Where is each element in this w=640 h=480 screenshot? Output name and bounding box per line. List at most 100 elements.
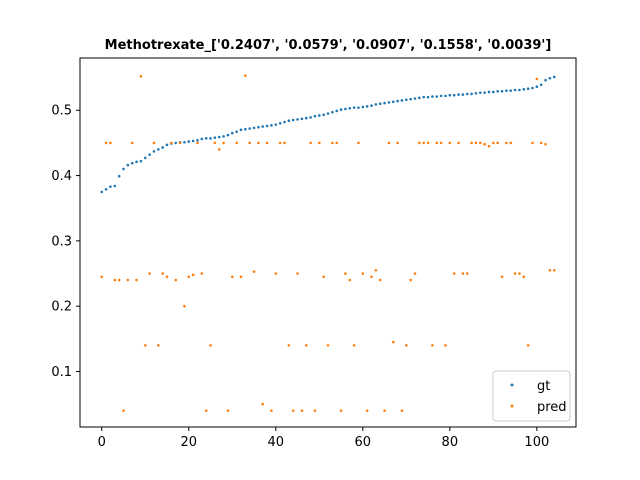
pred-point — [413, 272, 417, 275]
gt-point — [204, 137, 208, 140]
gt-point — [535, 85, 539, 89]
pred-point — [165, 275, 169, 279]
pred-point — [283, 141, 286, 145]
gt-point — [196, 138, 199, 142]
legend-box — [492, 370, 571, 422]
pred-point — [300, 409, 304, 412]
legend-label-pred: pred — [537, 400, 567, 415]
gt-point — [352, 106, 356, 109]
gt-point — [500, 90, 504, 93]
gt-point — [217, 135, 221, 139]
gt-point — [478, 91, 482, 94]
gt-point — [283, 120, 286, 124]
gt-point — [383, 101, 386, 105]
pred-point — [492, 141, 495, 145]
gt-point — [357, 106, 360, 109]
gt-point — [426, 95, 430, 99]
gt-point — [422, 95, 426, 99]
gt-point — [252, 126, 256, 130]
pred-point — [187, 275, 191, 279]
pred-point — [370, 275, 373, 279]
pred-point — [322, 275, 325, 279]
pred-point — [405, 344, 408, 347]
gt-point — [505, 89, 508, 92]
pred-point — [539, 141, 543, 145]
pred-point — [548, 268, 552, 272]
pred-point — [509, 141, 513, 145]
pred-point — [535, 77, 539, 81]
y-tick-label: 0.3 — [51, 234, 72, 249]
pred-point — [422, 141, 426, 145]
gt-point — [405, 98, 408, 102]
gt-point — [317, 114, 321, 117]
pred-point — [196, 141, 199, 145]
pred-point — [161, 272, 164, 275]
gt-point — [457, 93, 460, 96]
gt-point — [370, 104, 373, 107]
pred-point — [135, 278, 138, 282]
gt-point — [387, 101, 391, 104]
pred-point — [183, 304, 186, 308]
pred-point — [291, 409, 295, 412]
gt-point — [296, 118, 299, 121]
gt-point — [309, 116, 312, 119]
pred-point — [274, 272, 278, 275]
gt-point — [230, 131, 234, 135]
y-tick-label: 0.2 — [51, 300, 72, 315]
gt-point — [331, 110, 334, 114]
gt-point — [139, 159, 143, 163]
pred-point — [222, 141, 225, 145]
gt-point — [487, 90, 491, 94]
pred-point — [239, 275, 243, 279]
legend-marker-pred — [510, 404, 514, 408]
gt-point — [226, 133, 230, 137]
gt-point — [413, 97, 417, 100]
x-tick-label: 40 — [268, 435, 285, 450]
pred-point — [130, 141, 134, 145]
series-layer — [100, 74, 556, 412]
pred-point — [278, 141, 282, 145]
pred-point — [326, 344, 330, 347]
pred-point — [439, 141, 443, 145]
gt-point — [287, 119, 291, 122]
pred-point — [396, 141, 399, 145]
gt-point — [261, 125, 265, 128]
pred-point — [465, 272, 469, 275]
gt-point — [496, 90, 499, 93]
gt-point — [322, 113, 325, 117]
x-tick-label: 80 — [442, 435, 459, 450]
pred-point — [317, 141, 321, 145]
gt-point — [304, 116, 308, 120]
gt-point — [100, 190, 104, 194]
pred-point — [365, 409, 369, 412]
pred-point — [117, 278, 121, 282]
gt-point — [344, 107, 347, 111]
pred-point — [452, 272, 456, 275]
pred-point — [265, 141, 269, 145]
pred-point — [344, 272, 347, 275]
pred-point — [309, 141, 312, 145]
pred-point — [431, 344, 434, 347]
gt-point — [126, 163, 130, 167]
pred-point — [444, 344, 447, 347]
pred-point — [152, 141, 156, 145]
pred-point — [213, 141, 217, 145]
gt-point — [130, 161, 134, 165]
pred-point — [426, 141, 430, 145]
gt-point — [378, 102, 382, 106]
gt-point — [291, 118, 295, 122]
gt-point — [200, 137, 204, 141]
gt-point — [513, 88, 517, 92]
gt-point — [109, 185, 112, 188]
gt-point — [409, 97, 412, 101]
gt-point — [400, 99, 404, 102]
gt-point — [222, 135, 225, 138]
pred-point — [217, 148, 221, 151]
gt-point — [165, 143, 169, 147]
gt-point — [470, 92, 473, 96]
pred-point — [435, 141, 439, 145]
gt-point — [492, 90, 495, 94]
pred-point — [505, 141, 508, 145]
pred-point — [209, 344, 212, 347]
